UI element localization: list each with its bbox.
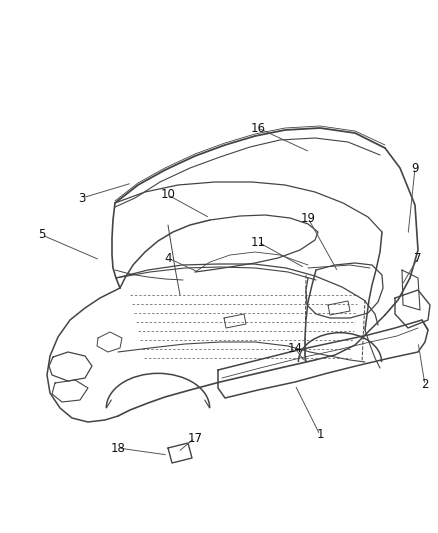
Text: 7: 7 xyxy=(414,252,422,264)
Text: 5: 5 xyxy=(38,229,46,241)
Text: 4: 4 xyxy=(164,252,172,264)
Text: 14: 14 xyxy=(287,342,303,354)
Text: 17: 17 xyxy=(187,432,202,445)
Text: 9: 9 xyxy=(411,161,419,174)
Text: 3: 3 xyxy=(78,191,86,205)
Text: 1: 1 xyxy=(316,429,324,441)
Text: 10: 10 xyxy=(161,189,176,201)
Text: 2: 2 xyxy=(421,378,429,392)
Text: 16: 16 xyxy=(251,122,265,134)
Text: 19: 19 xyxy=(300,212,315,224)
Text: 18: 18 xyxy=(110,441,125,455)
Text: 11: 11 xyxy=(251,236,265,248)
